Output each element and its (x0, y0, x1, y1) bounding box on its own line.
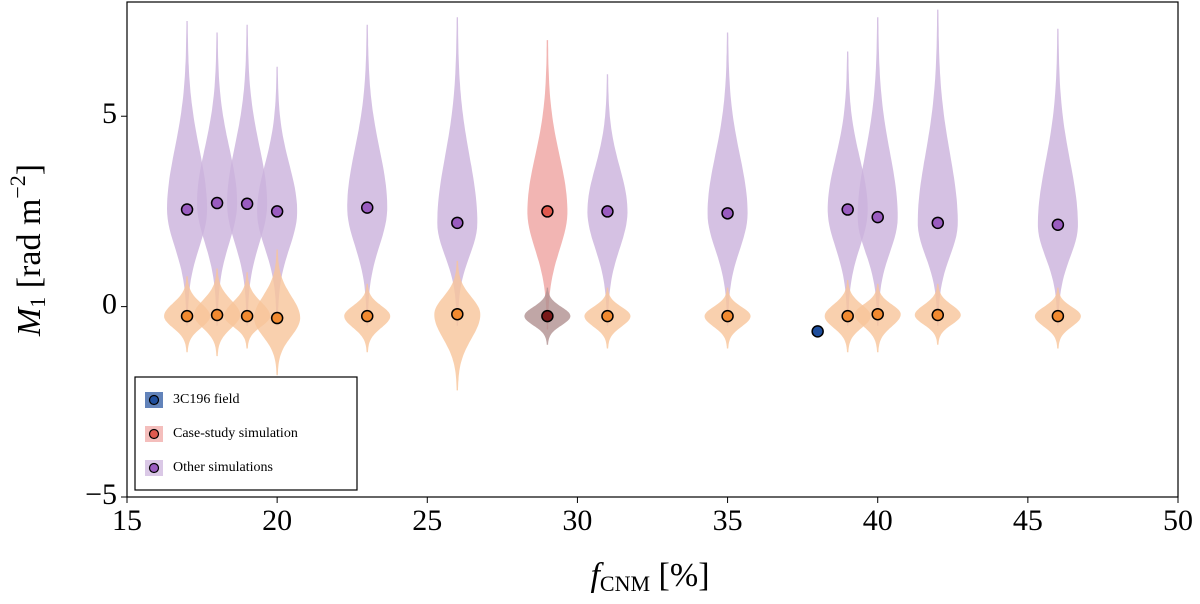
median-point (601, 205, 614, 218)
legend-label: 3C196 field (173, 392, 240, 407)
lower-median-point (931, 308, 945, 322)
y-label-sub: 1 (25, 297, 50, 308)
median-point (360, 201, 374, 214)
x-tick-label: 45 (1013, 504, 1043, 537)
x-tick-label: 50 (1163, 504, 1193, 537)
legend-marker (148, 462, 160, 474)
median-point (180, 203, 194, 216)
x-label-sub: CNM (600, 571, 650, 596)
lower-median-point (451, 307, 464, 321)
lower-median-point (1051, 309, 1065, 323)
lower-median-point (841, 309, 854, 323)
y-label-close: ] (11, 164, 48, 175)
violin (857, 17, 898, 326)
legend-frame (134, 376, 358, 491)
violin (587, 74, 628, 326)
lower-median-point (240, 309, 254, 323)
violin (347, 24, 388, 326)
median-point (541, 205, 554, 218)
violin (1037, 28, 1078, 326)
lower-median-point (871, 307, 884, 321)
median-point (270, 205, 284, 218)
lower-median-point (721, 309, 734, 323)
violin (434, 260, 481, 391)
x-label-rest: [%] (650, 557, 709, 594)
median-point (931, 216, 945, 230)
y-tick-label: 5 (102, 97, 117, 130)
lower-median-point (360, 309, 374, 323)
median-point (451, 216, 464, 230)
legend-marker (148, 394, 160, 406)
violin (917, 9, 958, 326)
plot-frame (126, 1, 1179, 498)
legend: 3C196 field Case-study simulation Other si… (134, 376, 358, 491)
legend-label: Other simulations (173, 460, 273, 475)
lower-median-point (210, 308, 224, 322)
violin (197, 32, 238, 326)
median-point (871, 210, 884, 224)
x-axis-label: fCNM [%] (590, 557, 709, 596)
y-label-sup: −2 (5, 175, 30, 198)
violin (167, 21, 208, 326)
median-point (210, 196, 224, 210)
violin (527, 40, 568, 330)
violin (257, 66, 298, 326)
median-point (1051, 218, 1065, 231)
lower-median-point (541, 309, 554, 323)
x-tick-label: 35 (713, 504, 743, 537)
lower-median-point (270, 311, 284, 325)
y-axis-label: M1 [rad m−2] (5, 164, 50, 337)
violin (827, 51, 868, 326)
y-label-unit: [rad m (11, 199, 48, 297)
y-tick-label: −5 (85, 478, 117, 511)
violin (227, 24, 268, 326)
median-point (811, 325, 824, 338)
y-label-base: M (11, 306, 48, 337)
x-tick-label: 25 (412, 504, 442, 537)
violin (707, 32, 748, 326)
median-point (841, 203, 854, 216)
violin (437, 17, 478, 326)
legend-marker (148, 428, 160, 440)
median-point (721, 207, 734, 220)
lower-median-point (180, 309, 194, 323)
x-tick-label: 20 (262, 504, 292, 537)
y-tick-label: 0 (102, 288, 117, 321)
legend-label: Case-study simulation (173, 426, 298, 441)
x-tick-label: 40 (863, 504, 893, 537)
lower-median-point (601, 309, 614, 323)
x-tick-label: 15 (112, 504, 142, 537)
x-tick-label: 30 (562, 504, 592, 537)
median-point (240, 197, 254, 211)
